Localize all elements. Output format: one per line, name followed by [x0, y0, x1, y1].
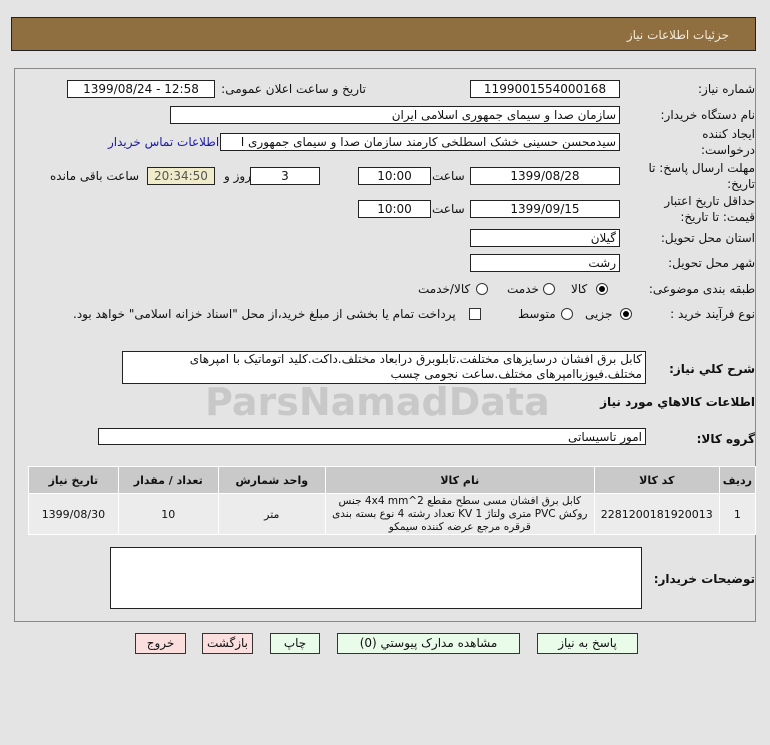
days-field: 3: [250, 167, 320, 185]
deadline-date-field: 1399/08/28: [470, 167, 620, 185]
goods-table: ردیف کد کالا نام کالا واحد شمارش تعداد /…: [28, 466, 757, 535]
process-radio-medium[interactable]: [561, 308, 573, 320]
category-radio-goods[interactable]: [596, 283, 608, 295]
page-header: جزئیات اطلاعات نیاز: [11, 17, 756, 51]
deadline-time-label: ساعت: [432, 169, 465, 183]
cell-unit: متر: [217, 493, 326, 535]
category-option-goods: کالا: [571, 282, 588, 296]
back-button[interactable]: بازگشت: [202, 633, 253, 654]
process-label: نوع فرآیند خرید :: [670, 307, 755, 321]
cell-qty: 10: [117, 493, 219, 535]
province-label: استان محل تحویل:: [660, 231, 755, 245]
announce-field: 1399/08/24 - 12:58: [67, 80, 215, 98]
col-date: تاریخ نیاز: [28, 466, 119, 494]
category-option-both: کالا/خدمت: [418, 282, 471, 296]
page-title: جزئیات اطلاعات نیاز: [626, 28, 729, 42]
buyer-org-field: سازمان صدا و سیمای جمهوری اسلامی ایران: [170, 106, 620, 124]
goods-group-label: گروه كالا:: [696, 432, 755, 446]
cell-name: کابل برق افشان مسی سطح مقطع 4x4 mm^2 جنس…: [324, 493, 595, 535]
buyer-notes-label: توضیحات خریدار:: [653, 572, 755, 586]
validity-time-field: 10:00: [358, 200, 431, 218]
category-radio-both[interactable]: [476, 283, 488, 295]
category-label: طبقه بندی موضوعی:: [648, 282, 755, 296]
need-number-label: شماره نیاز:: [698, 82, 755, 96]
buyer-notes-field: [110, 547, 642, 609]
days-label: روز و: [224, 169, 251, 183]
description-field: کابل برق افشان درسایزهای مختلفت.تابلوبرق…: [122, 351, 646, 384]
treasury-payment-note: پرداخت تمام یا بخشی از مبلغ خرید،از محل …: [73, 307, 456, 321]
category-option-service: خدمت: [507, 282, 539, 296]
reply-button[interactable]: پاسخ به نیاز: [537, 633, 638, 654]
process-option-minor: جزیی: [585, 307, 613, 321]
deadline-time-field: 10:00: [358, 167, 431, 185]
cell-row: 1: [718, 493, 757, 535]
treasury-payment-checkbox[interactable]: [469, 308, 481, 320]
city-label: شهر محل تحویل:: [668, 256, 755, 270]
remaining-time-field: 20:34:50: [147, 167, 215, 185]
col-name: نام کالا: [324, 466, 595, 494]
col-unit: واحد شمارش: [217, 466, 326, 494]
process-option-medium: متوسط: [518, 307, 556, 321]
cell-date: 1399/08/30: [28, 493, 119, 535]
col-row: ردیف: [718, 466, 757, 494]
process-radio-minor[interactable]: [620, 308, 632, 320]
buyer-contact-link[interactable]: اطلاعات تماس خریدار: [108, 135, 220, 149]
buyer-org-label: نام دستگاه خریدار:: [660, 108, 756, 122]
announce-label: تاریخ و ساعت اعلان عمومی:: [221, 82, 366, 96]
exit-button[interactable]: خروج: [135, 633, 186, 654]
province-field: گیلان: [470, 229, 620, 247]
table-header-row: ردیف کد کالا نام کالا واحد شمارش تعداد /…: [28, 466, 757, 494]
watermark: ParsNamadData: [205, 380, 550, 424]
cell-code: 2281200181920013: [593, 493, 720, 535]
city-field: رشت: [470, 254, 620, 272]
deadline-label: مهلت ارسال پاسخ: تا تاریخ:: [648, 161, 755, 191]
creator-label: ایجاد کننده درخواست:: [701, 127, 755, 157]
print-button[interactable]: چاپ: [270, 633, 320, 654]
goods-group-field: امور تاسیساتی: [98, 428, 646, 445]
need-number-field: 1199001554000168: [470, 80, 620, 98]
goods-section-title: اطلاعات كالاهاي مورد نیاز: [600, 395, 755, 409]
view-attachments-button[interactable]: مشاهده مدارک پیوستي (0): [337, 633, 520, 654]
creator-field: سیدمحسن حسینی خشک اسطلخی کارمند سازمان ص…: [220, 133, 620, 151]
description-label: شرح كلي نیاز:: [669, 362, 755, 376]
col-code: کد کالا: [593, 466, 720, 494]
details-panel: [14, 68, 756, 622]
validity-time-label: ساعت: [432, 202, 465, 216]
col-qty: تعداد / مقدار: [117, 466, 219, 494]
category-radio-service[interactable]: [543, 283, 555, 295]
validity-label: حداقل تاریخ اعتبار قیمت: تا تاریخ:: [664, 194, 755, 224]
remaining-label: ساعت باقی مانده: [50, 169, 140, 183]
table-row: 1 2281200181920013 کابل برق افشان مسی سط…: [28, 493, 757, 535]
validity-date-field: 1399/09/15: [470, 200, 620, 218]
